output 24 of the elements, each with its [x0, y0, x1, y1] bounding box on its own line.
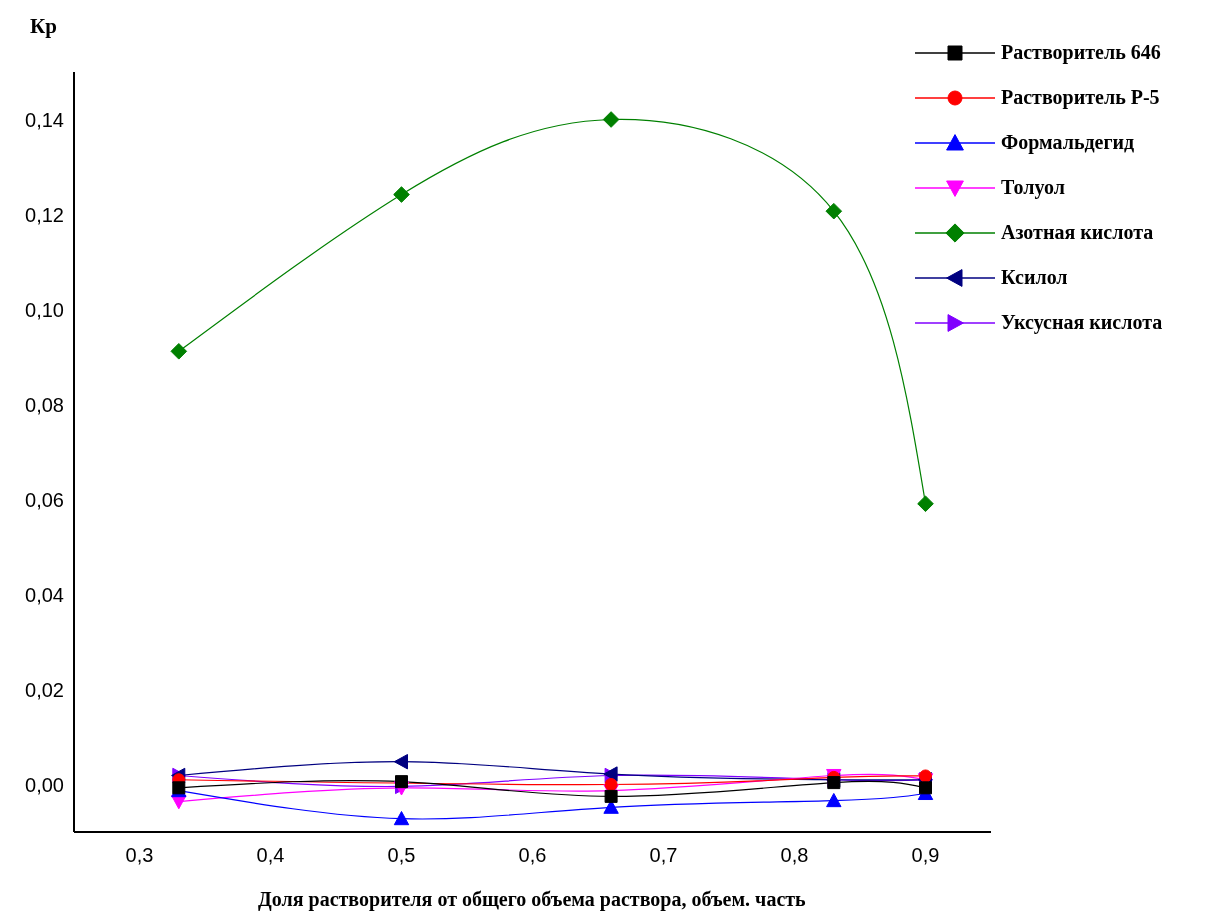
legend-label: Растворитель Р-5: [1001, 86, 1160, 109]
y-tick-label: 0,04: [25, 583, 64, 606]
x-tick-label: 0,3: [125, 844, 154, 867]
y-tick-label: 0,00: [25, 773, 64, 796]
legend-label: Уксусная кислота: [1001, 311, 1163, 334]
legend-label: Толуол: [1001, 176, 1065, 199]
x-tick-label: 0,4: [256, 844, 285, 867]
y-tick-label: 0,12: [25, 203, 64, 226]
y-tick-label: 0,14: [25, 108, 64, 131]
legend-label: Растворитель 646: [1001, 41, 1161, 64]
legend-label: Формальдегид: [1001, 131, 1135, 154]
x-tick-label: 0,9: [911, 844, 940, 867]
legend-label: Азотная кислота: [1001, 221, 1154, 244]
x-tick-label: 0,5: [387, 844, 416, 867]
x-axis-title: Доля растворителя от общего объема раствора, объем. часть: [258, 888, 806, 911]
x-tick-label: 0,6: [518, 844, 547, 867]
y-axis-title: Кр: [30, 14, 57, 39]
y-tick-label: 0,08: [25, 393, 64, 416]
y-tick-label: 0,06: [25, 488, 64, 511]
x-tick-label: 0,8: [780, 844, 809, 867]
y-tick-label: 0,02: [25, 678, 64, 701]
y-tick-label: 0,10: [25, 298, 64, 321]
x-tick-label: 0,7: [649, 844, 678, 867]
legend-label: Ксилол: [1001, 266, 1068, 289]
